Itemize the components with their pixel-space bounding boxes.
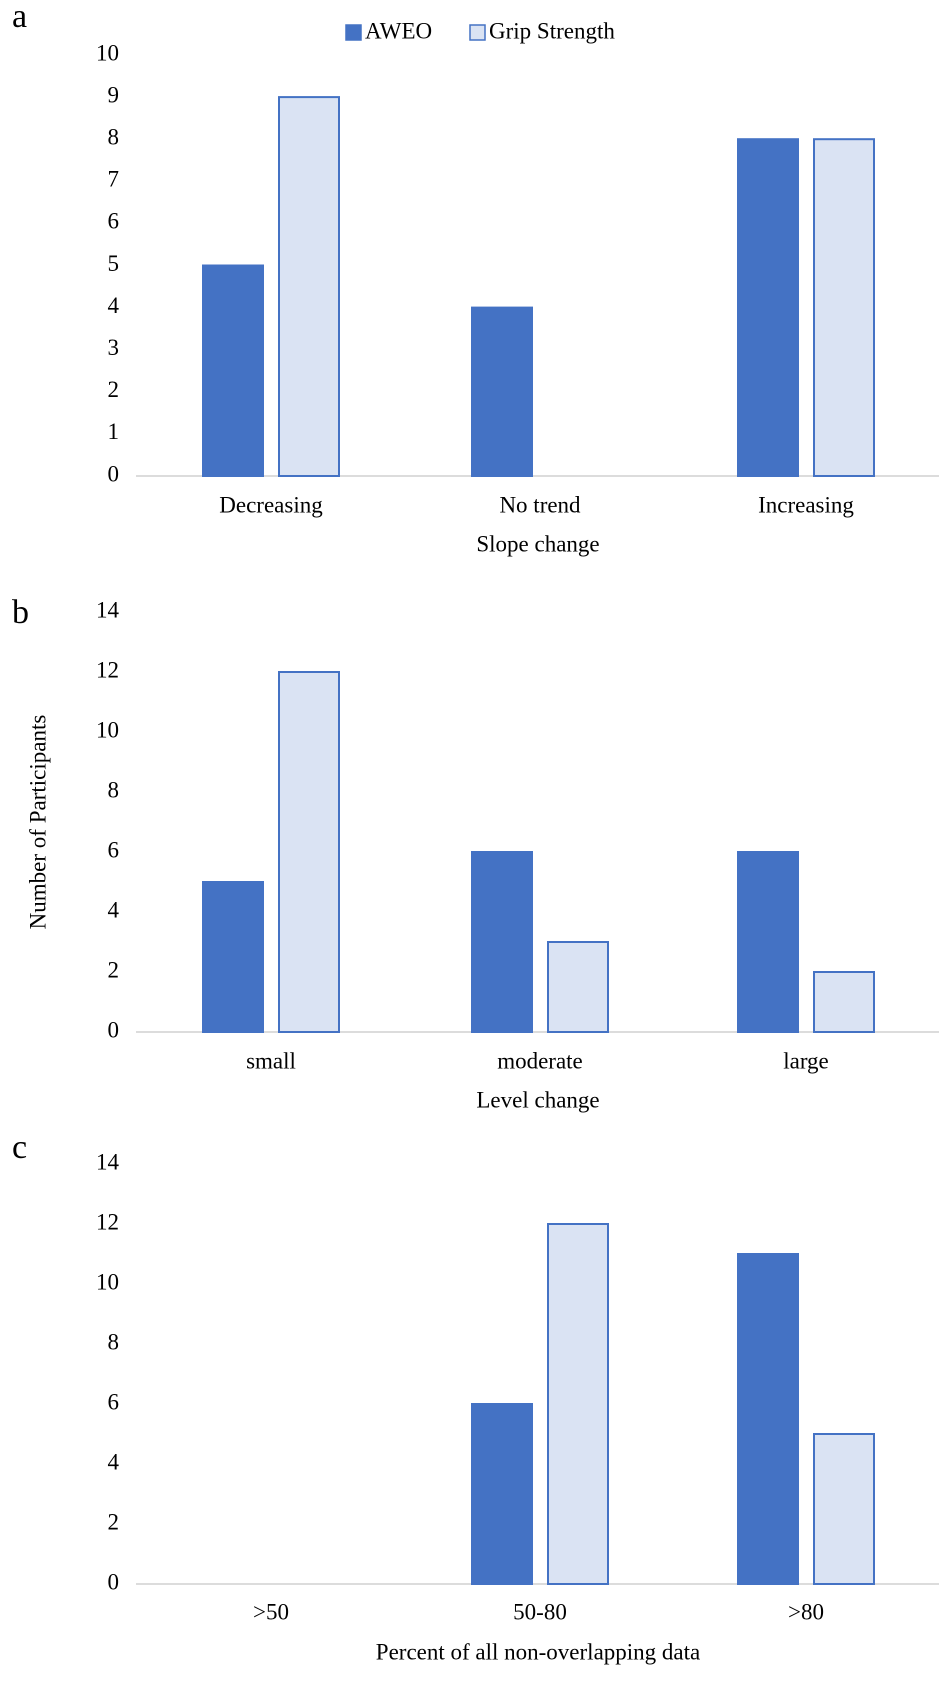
legend-swatch [345,24,362,41]
y-tick-label: 12 [96,657,119,682]
y-tick-label: 14 [96,597,120,622]
bar [471,851,533,1033]
y-tick-label: 6 [108,1389,120,1414]
y-tick-label: 4 [108,1449,120,1474]
x-tick-label: >80 [788,1599,824,1624]
y-tick-label: 2 [108,957,120,982]
x-tick-label: 50-80 [513,1599,567,1624]
y-tick-label: 14 [96,1149,120,1174]
y-tick-label: 4 [108,897,120,922]
x-tick-label: moderate [497,1048,583,1073]
y-tick-label: 0 [108,1569,120,1594]
y-tick-label: 6 [108,837,120,862]
y-tick-label: 10 [96,1269,119,1294]
bar [737,138,799,477]
y-tick-label: 7 [108,167,120,192]
panel-label: b [12,594,29,631]
x-axis-label: Level change [476,1087,599,1112]
x-tick-label: Increasing [758,492,854,517]
x-tick-label: No trend [499,492,581,517]
y-tick-label: 12 [96,1209,119,1234]
y-tick-label: 4 [108,293,120,318]
bar [202,881,264,1033]
bar [471,1403,533,1585]
x-tick-label: Decreasing [219,492,323,517]
bar [737,851,799,1033]
x-axis-label: Slope change [476,531,599,556]
y-tick-label: 0 [108,461,120,486]
y-tick-label: 1 [108,419,120,444]
legend-label: Grip Strength [489,18,615,43]
bar [471,306,533,477]
bar [278,96,340,477]
x-tick-label: large [783,1048,829,1073]
bar [547,1223,609,1585]
bar [813,1433,875,1585]
bar [813,971,875,1033]
bar [202,264,264,477]
y-tick-label: 8 [108,1329,120,1354]
y-tick-label: 5 [108,251,120,276]
x-tick-label: small [246,1048,296,1073]
y-tick-label: 2 [108,377,120,402]
bar [737,1253,799,1585]
legend-swatch [469,24,486,41]
y-axis-label: Number of Participants [25,715,50,930]
bar [278,671,340,1033]
panel-label: a [12,0,27,35]
bar [547,941,609,1033]
y-tick-label: 2 [108,1509,120,1534]
y-tick-label: 8 [108,777,120,802]
x-axis-label: Percent of all non-overlapping data [376,1639,700,1664]
y-tick-label: 6 [108,209,120,234]
panel-label: c [12,1129,27,1166]
legend-label: AWEO [365,18,432,43]
y-tick-label: 9 [108,82,120,107]
y-tick-label: 10 [96,40,119,65]
y-tick-label: 0 [108,1017,120,1042]
x-tick-label: >50 [253,1599,289,1624]
y-tick-label: 3 [108,335,120,360]
y-tick-label: 8 [108,124,120,149]
bar [813,138,875,477]
y-tick-label: 10 [96,717,119,742]
